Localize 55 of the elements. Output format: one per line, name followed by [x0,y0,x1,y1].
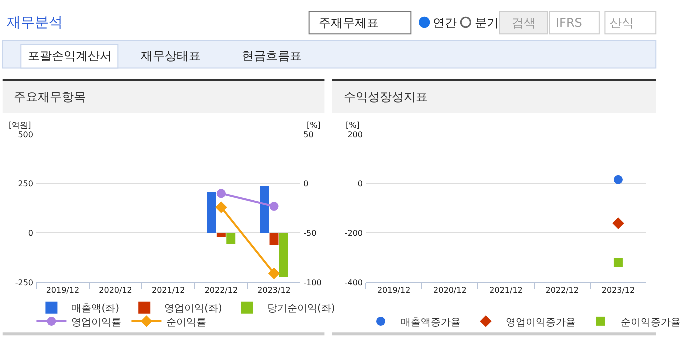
bar [270,233,279,246]
text: 주재무제표 [319,16,379,30]
x-tick-label: 2021/12 [152,286,186,296]
legend-label: 매출액(좌) [72,304,120,315]
x-tick-label: 2021/12 [490,286,523,296]
y-tick-label: -200 [344,228,364,238]
legend-label: 순이익률 [166,317,207,328]
bar [279,233,288,278]
text: 재무분석 [7,15,63,31]
y-axis-title: [%] [346,121,360,130]
x-tick-label: 2022/12 [546,286,579,296]
x-tick-label: 2020/12 [99,286,132,296]
text: IFRS [556,16,582,30]
bar [207,192,216,234]
y-tick-label: -250 [15,278,34,288]
legend-label: 영업이익률 [72,317,122,328]
x-tick-label: 2019/12 [377,286,411,296]
text: 분기 [475,16,499,30]
x-tick-label: 2023/12 [258,286,291,296]
y2-axis-title: [%] [307,121,321,130]
point [216,189,226,198]
text: 포괄손익계산서 [28,49,112,63]
y-tick-label: 250 [18,180,34,189]
y2-tick-label: -50 [304,228,317,238]
y2-tick-label: -100 [304,278,322,288]
chart-title: 주요재무항목 [14,90,86,104]
bar [260,186,270,234]
legend-label: 순이익증가율 [621,317,681,328]
y-tick-label: -400 [344,278,364,288]
x-tick-label: 2019/12 [46,286,80,296]
text: 검색 [512,16,536,30]
legend-label: 영업이익(좌) [164,304,223,315]
bar [216,233,226,238]
y-tick-label: 500 [18,130,34,140]
text: 산식 [610,16,634,30]
legend-label: 매출액증가율 [401,317,461,328]
x-tick-label: 2020/12 [434,286,467,296]
y-tick-label: 0 [358,180,364,189]
y-tick-label: 0 [28,228,34,238]
y2-tick-label: 50 [304,130,314,140]
y2-tick-label: 0 [304,180,309,189]
point [268,268,280,280]
x-tick-label: 2023/12 [602,286,636,296]
point [270,202,279,212]
y-axis-title: [억원] [9,121,32,130]
text: 현금흐름표 [242,49,302,63]
text: 재무상태표 [141,49,201,63]
text: 연간 [433,16,457,30]
y-tick-label: 200 [348,130,364,140]
bar [226,233,236,244]
legend-label: 영업이익증가율 [506,317,576,328]
x-tick-label: 2022/12 [204,286,238,296]
point [216,202,228,214]
legend-label: 당기순이익(좌) [268,304,336,315]
chart-title: 수익성장성지표 [344,90,428,104]
